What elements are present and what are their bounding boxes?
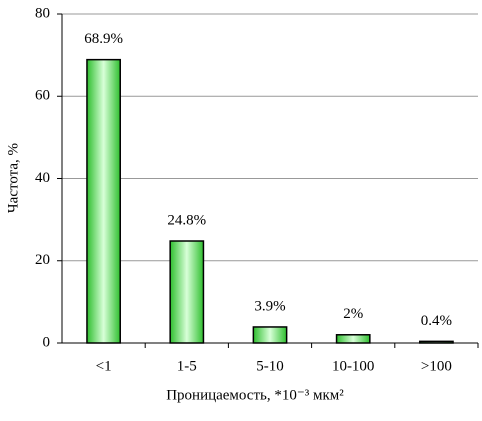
bar	[419, 340, 454, 344]
bar	[169, 240, 205, 344]
x-axis-label: Проницаемость, *10⁻³ мкм²	[166, 387, 344, 403]
x-tick-label: 5-10	[256, 358, 284, 374]
bar	[86, 58, 121, 344]
value-label: 3.9%	[254, 298, 285, 314]
x-tick-label: >100	[421, 358, 452, 374]
value-label: 2%	[343, 306, 363, 322]
bar	[335, 334, 371, 344]
x-tick-label: 10-100	[332, 358, 375, 374]
bar	[252, 326, 288, 344]
y-axis-label: Частота, %	[5, 143, 21, 213]
y-tick-label: 80	[35, 5, 50, 21]
x-tick-label: 1-5	[177, 358, 197, 374]
y-tick-label: 60	[35, 88, 50, 104]
y-tick-label: 20	[35, 252, 50, 268]
y-tick-label: 0	[43, 334, 51, 350]
value-label: 68.9%	[84, 31, 123, 47]
x-tick-label: <1	[96, 358, 112, 374]
value-label: 0.4%	[421, 313, 452, 329]
value-label: 24.8%	[167, 212, 206, 228]
y-tick-label: 40	[35, 170, 50, 186]
